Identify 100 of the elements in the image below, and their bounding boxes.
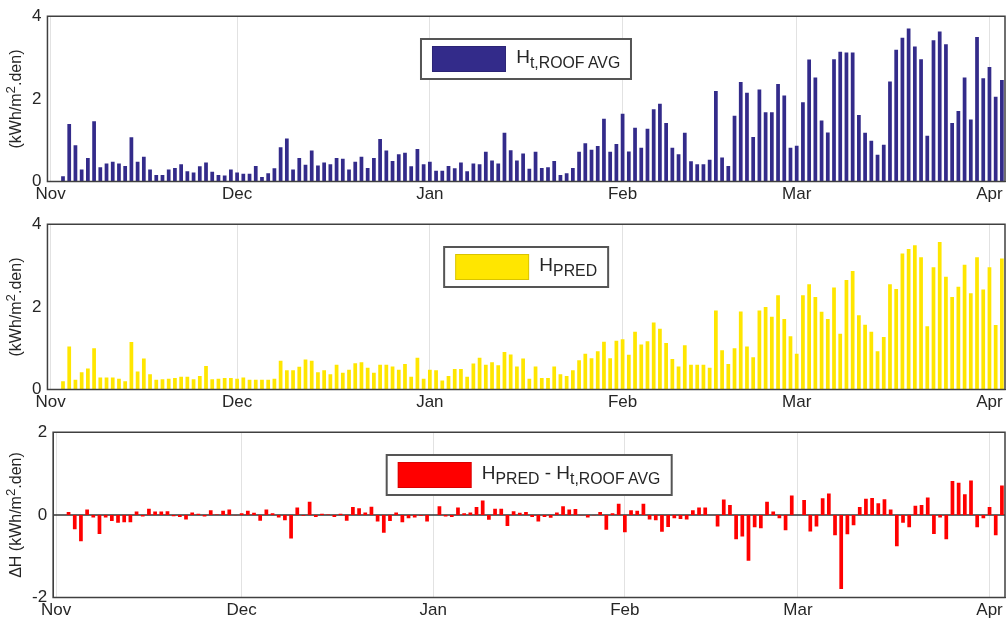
bar <box>833 514 837 536</box>
bar <box>539 378 544 390</box>
bar <box>396 369 401 390</box>
bar <box>608 151 613 182</box>
bar <box>626 354 631 390</box>
bar <box>241 173 246 182</box>
bar <box>682 345 687 390</box>
bar <box>583 143 588 182</box>
bar <box>561 506 565 515</box>
bar <box>707 159 712 182</box>
bar <box>776 84 780 182</box>
bar <box>751 136 756 182</box>
x-tick-label: Apr <box>976 184 1004 204</box>
bar <box>639 147 644 182</box>
bar <box>322 370 327 390</box>
bar <box>351 507 355 515</box>
bar <box>666 514 670 527</box>
bar <box>714 310 718 390</box>
bar <box>658 328 662 390</box>
bar <box>832 287 836 390</box>
bar <box>832 59 836 182</box>
bar <box>363 512 368 515</box>
bar <box>769 316 774 390</box>
bar <box>148 169 152 182</box>
bar <box>912 245 917 390</box>
bar <box>651 322 656 390</box>
bar <box>789 495 794 515</box>
bar <box>347 369 351 390</box>
bar <box>357 508 361 515</box>
bar <box>937 241 942 390</box>
bar <box>222 175 227 182</box>
bar <box>639 344 644 390</box>
bar <box>782 318 787 390</box>
bar <box>950 122 955 182</box>
bar <box>695 364 700 390</box>
bar <box>508 354 513 390</box>
bar <box>536 514 541 522</box>
bar <box>316 165 320 182</box>
bar <box>595 351 600 390</box>
bar <box>608 358 613 390</box>
bar <box>381 514 386 533</box>
bar <box>993 325 998 390</box>
bar <box>517 512 522 515</box>
bar <box>449 514 454 517</box>
y-tick-label: 4 <box>31 5 42 25</box>
bar <box>962 494 967 515</box>
bar <box>567 509 572 515</box>
bar <box>372 372 376 390</box>
bar <box>110 161 115 182</box>
x-tick-label: Mar <box>783 600 813 620</box>
bar <box>776 295 780 390</box>
bar <box>629 510 633 515</box>
x-tick-label: Jan <box>419 600 447 620</box>
bar <box>521 358 525 390</box>
bar <box>496 163 501 182</box>
bar <box>221 510 225 515</box>
bar <box>1000 79 1004 182</box>
bar <box>227 509 232 515</box>
bar <box>313 514 318 517</box>
bar <box>154 174 159 182</box>
bar <box>468 512 473 515</box>
bar <box>141 358 146 390</box>
bar <box>253 165 258 182</box>
bar <box>552 366 557 390</box>
bar <box>425 514 429 522</box>
bar <box>297 158 302 182</box>
y-tick-label: 2 <box>31 296 42 316</box>
bar <box>61 381 65 390</box>
bar <box>353 363 358 390</box>
bar <box>253 379 258 390</box>
bar <box>626 151 631 182</box>
bar <box>340 372 345 390</box>
bar <box>440 380 445 390</box>
bar <box>394 512 399 515</box>
y-tick-label: 2 <box>31 88 42 108</box>
bar <box>440 170 445 182</box>
bar <box>116 514 120 523</box>
bar <box>901 514 905 523</box>
bar <box>869 140 874 182</box>
bar <box>975 36 979 182</box>
bar <box>689 364 693 390</box>
bar <box>204 366 208 390</box>
bar <box>229 378 233 390</box>
bar <box>403 363 407 390</box>
bar <box>825 318 830 390</box>
bar <box>185 376 190 390</box>
bar <box>912 46 917 182</box>
bar <box>173 378 177 390</box>
bar <box>459 368 463 390</box>
bar <box>291 370 295 390</box>
bar <box>571 370 575 390</box>
bar <box>316 372 320 390</box>
x-tick-label: Feb <box>607 184 638 204</box>
bar <box>378 139 382 182</box>
bar <box>79 169 84 182</box>
y-tick-label: 0 <box>37 504 48 524</box>
bar <box>975 514 980 528</box>
bar <box>483 151 488 182</box>
bar <box>98 167 103 182</box>
x-tick-label: Mar <box>782 392 812 412</box>
